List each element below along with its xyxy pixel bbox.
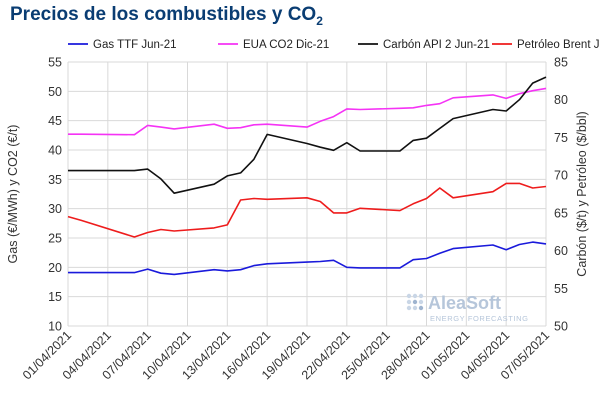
y-left-tick-label: 30 [48, 202, 62, 216]
chart-title-subscript: 2 [316, 13, 323, 28]
watermark-tagline: ENERGY FORECASTING [430, 314, 529, 323]
y-left-tick-label: 25 [48, 232, 62, 246]
y-right-tick-label: 80 [554, 93, 568, 107]
y-left-tick-label: 20 [48, 261, 62, 275]
y-left-tick-label: 55 [48, 56, 62, 70]
y-right-tick-label: 65 [554, 206, 568, 220]
y-right-tick-label: 55 [554, 282, 568, 296]
chart-title-text: Precios de los combustibles y CO [10, 4, 317, 25]
series-line-2 [68, 76, 547, 194]
legend-label-3: Petróleo Brent Jul-21 [517, 39, 600, 51]
chart-title: Precios de los combustibles y CO2 [10, 4, 323, 28]
y-right-axis-title: Carbón ($/t) y Petróleo ($/bbl) [575, 111, 589, 276]
watermark: AleaSoft ENERGY FORECASTING [406, 293, 529, 323]
y-left-tick-label: 15 [48, 290, 62, 304]
y-left-tick-label: 35 [48, 173, 62, 187]
y-right-tick-label: 70 [554, 169, 568, 183]
y-right-tick-label: 50 [554, 320, 568, 334]
y-left-tick-label: 40 [48, 144, 62, 158]
y-right-tick-label: 75 [554, 131, 568, 145]
y-left-tick-label: 50 [48, 85, 62, 99]
legend-label-2: Carbón API 2 Jun-21 [383, 39, 490, 51]
series-line-0 [68, 241, 547, 276]
legend-label-0: Gas TTF Jun-21 [93, 39, 177, 51]
series-line-1 [68, 87, 547, 136]
y-left-axis-title: Gas (€/MWh) y CO2 (€/t) [6, 125, 20, 264]
series-layer [67, 76, 547, 276]
y-left-tick-label: 45 [48, 114, 62, 128]
y-right-tick-label: 60 [554, 244, 568, 258]
grid [67, 61, 547, 327]
watermark-brand: AleaSoft [428, 293, 501, 313]
legend-label-1: EUA CO2 Dic-21 [243, 39, 329, 51]
legend: Gas TTF Jun-21 EUA CO2 Dic-21 Carbón API 2… [68, 39, 600, 51]
axes: 10152025303540455055505560657075808501/0… [6, 56, 589, 383]
y-left-tick-label: 10 [48, 320, 62, 334]
series-line-3 [67, 182, 547, 238]
aleasoft-logo [406, 293, 424, 311]
y-right-tick-label: 85 [554, 56, 568, 70]
